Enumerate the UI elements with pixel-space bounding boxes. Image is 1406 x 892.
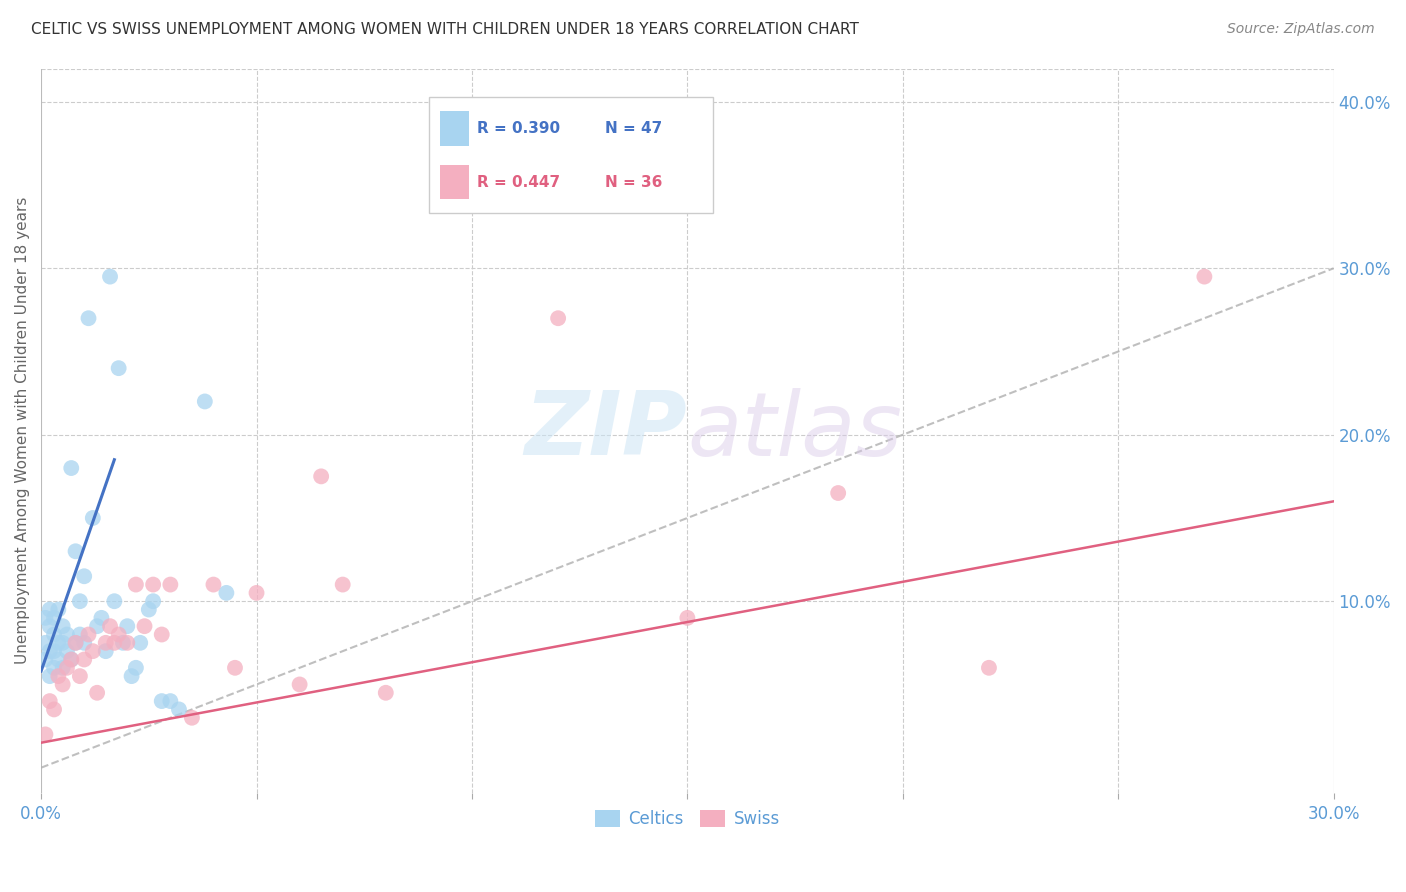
Point — [827, 486, 849, 500]
Point — [42, 702, 65, 716]
Point — [69, 627, 91, 641]
Point — [34, 611, 56, 625]
Point — [94, 636, 117, 650]
Point — [52, 661, 75, 675]
Point — [245, 586, 267, 600]
Point — [90, 611, 112, 625]
Point — [111, 636, 134, 650]
Point — [98, 619, 121, 633]
Legend: Celtics, Swiss: Celtics, Swiss — [588, 804, 786, 835]
Point — [103, 594, 125, 608]
Point — [180, 711, 202, 725]
Point — [150, 694, 173, 708]
Point — [38, 619, 60, 633]
Point — [69, 669, 91, 683]
Point — [82, 511, 104, 525]
Point — [42, 627, 65, 641]
Point — [121, 669, 143, 683]
Point — [46, 652, 69, 666]
Point — [86, 686, 108, 700]
Point — [60, 652, 83, 666]
Point — [142, 577, 165, 591]
Point — [332, 577, 354, 591]
Point — [676, 611, 699, 625]
Point — [65, 636, 87, 650]
Point — [142, 594, 165, 608]
Text: ZIP: ZIP — [524, 387, 688, 474]
Point — [65, 636, 87, 650]
Point — [56, 627, 79, 641]
Point — [52, 636, 75, 650]
Point — [194, 394, 217, 409]
Point — [42, 661, 65, 675]
Y-axis label: Unemployment Among Women with Children Under 18 years: Unemployment Among Women with Children U… — [15, 197, 30, 665]
Point — [288, 677, 311, 691]
Point — [34, 652, 56, 666]
Point — [42, 644, 65, 658]
Point — [56, 661, 79, 675]
Point — [129, 636, 152, 650]
Point — [38, 694, 60, 708]
Point — [82, 644, 104, 658]
Point — [224, 661, 246, 675]
Point — [52, 677, 75, 691]
Point — [167, 702, 190, 716]
Point — [46, 669, 69, 683]
Point — [125, 577, 148, 591]
Point — [94, 644, 117, 658]
Point — [46, 602, 69, 616]
Point — [150, 627, 173, 641]
Point — [1194, 269, 1216, 284]
Point — [309, 469, 332, 483]
Point — [117, 636, 139, 650]
Point — [34, 636, 56, 650]
Point — [98, 269, 121, 284]
Text: atlas: atlas — [688, 388, 903, 474]
Point — [103, 636, 125, 650]
Point — [86, 619, 108, 633]
Point — [56, 644, 79, 658]
Point — [42, 611, 65, 625]
Point — [60, 652, 83, 666]
Point — [38, 669, 60, 683]
Point — [73, 652, 96, 666]
Point — [977, 661, 1000, 675]
Point — [73, 569, 96, 583]
Point — [52, 619, 75, 633]
Point — [374, 686, 396, 700]
Point — [107, 627, 129, 641]
Point — [134, 619, 156, 633]
Point — [73, 636, 96, 650]
Point — [159, 577, 181, 591]
Text: CELTIC VS SWISS UNEMPLOYMENT AMONG WOMEN WITH CHILDREN UNDER 18 YEARS CORRELATIO: CELTIC VS SWISS UNEMPLOYMENT AMONG WOMEN… — [31, 22, 859, 37]
Point — [159, 694, 181, 708]
Point — [215, 586, 238, 600]
Point — [138, 602, 160, 616]
Point — [125, 661, 148, 675]
Point — [117, 619, 139, 633]
Point — [547, 311, 569, 326]
Point — [107, 361, 129, 376]
Point — [77, 311, 100, 326]
Point — [77, 627, 100, 641]
Point — [34, 727, 56, 741]
Point — [38, 644, 60, 658]
Point — [65, 544, 87, 558]
Point — [69, 594, 91, 608]
Text: Source: ZipAtlas.com: Source: ZipAtlas.com — [1227, 22, 1375, 37]
Point — [38, 602, 60, 616]
Point — [46, 636, 69, 650]
Point — [60, 461, 83, 475]
Point — [202, 577, 225, 591]
